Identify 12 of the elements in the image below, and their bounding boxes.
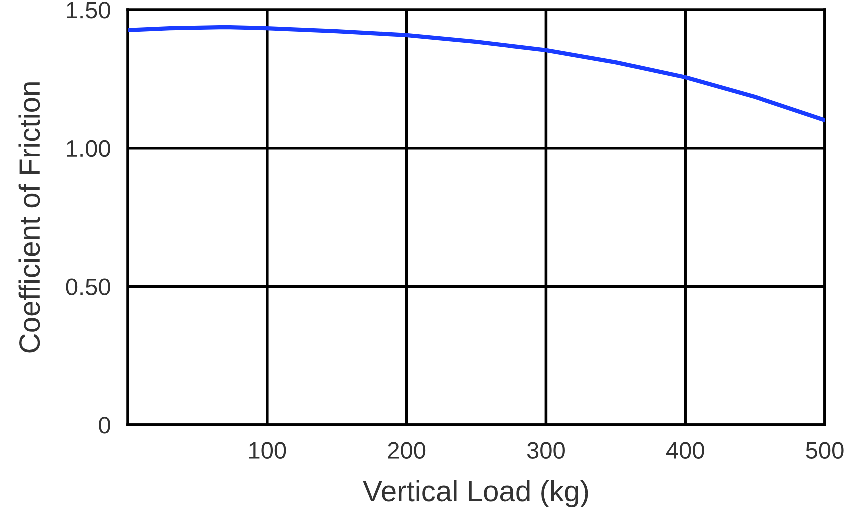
x-axis-title: Vertical Load (kg)	[363, 480, 588, 508]
x-tick-label: 100	[250, 442, 286, 460]
x-tick-label: 400	[666, 442, 704, 460]
y-axis-title: Coefficient of Friction	[18, 82, 40, 353]
line-series	[128, 25, 825, 122]
y-tick-label: 0.50	[66, 278, 110, 296]
x-tick-label: 300	[527, 442, 565, 460]
x-tick-label: 500	[806, 442, 844, 460]
x-tick-label: 200	[388, 442, 426, 460]
y-tick-label: 1.00	[67, 140, 110, 158]
y-tick-label: 1.50	[67, 2, 110, 19]
y-tick-label: 0	[99, 417, 110, 434]
